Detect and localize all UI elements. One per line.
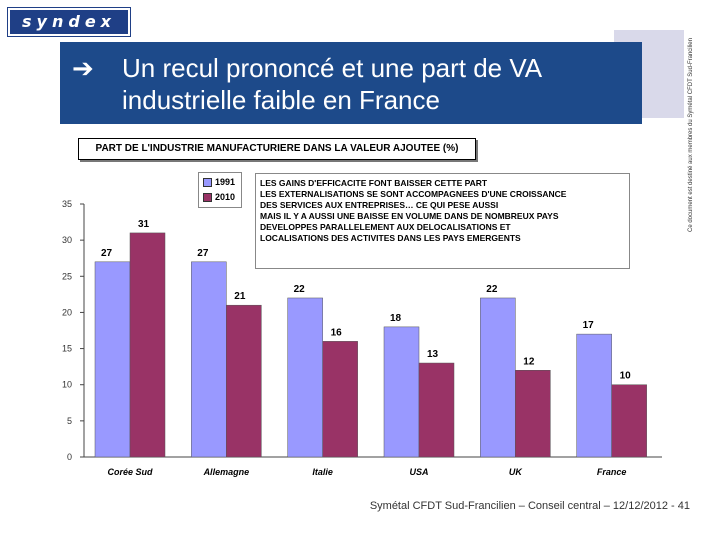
x-tick-label: Corée Sud	[107, 467, 153, 477]
legend-label: 1991	[215, 177, 236, 187]
data-label: 16	[331, 327, 343, 338]
bar-1991	[480, 297, 516, 458]
annotation-line: LES EXTERNALISATIONS SE SONT ACCOMPAGNEE…	[260, 189, 567, 199]
data-label: 31	[138, 219, 150, 230]
data-label: 12	[523, 356, 535, 367]
bar-2010	[322, 341, 358, 458]
bar-2010	[515, 370, 551, 458]
chart-legend: 1991 2010	[198, 172, 242, 208]
bar-2010	[129, 232, 166, 458]
bar-1991	[287, 297, 323, 458]
page-title: Un recul prononcé et une part de VA indu…	[122, 53, 541, 115]
x-tick-label: France	[597, 467, 627, 477]
y-tick-label: 0	[67, 452, 72, 462]
data-label: 17	[583, 320, 595, 331]
bar-1991	[94, 261, 131, 458]
bar-2010	[418, 362, 455, 458]
y-tick-label: 35	[62, 199, 72, 209]
data-label: 10	[620, 371, 632, 382]
x-tick-label: UK	[509, 467, 523, 477]
footer-text: Symétal CFDT Sud-Francilien – Conseil ce…	[369, 500, 690, 512]
annotation-line: DEVELOPPES PARALLELEMENT AUX DELOCALISAT…	[260, 222, 511, 232]
arrow-icon: ➔	[72, 54, 94, 84]
chart-title: PART DE L'INDUSTRIE MANUFACTURIERE DANS …	[78, 138, 476, 160]
bar-2010	[226, 304, 262, 458]
bar-1991	[576, 333, 612, 458]
bar-1991	[383, 326, 420, 458]
y-tick-label: 30	[62, 235, 72, 245]
legend-swatch	[203, 193, 212, 203]
data-label: 22	[486, 284, 498, 295]
data-label: 18	[390, 313, 402, 324]
legend-item-1991: 1991	[203, 176, 235, 188]
annotation-line: DES SERVICES AUX ENTREPRISES… CE QUI PES…	[260, 200, 499, 210]
y-tick-label: 25	[62, 271, 72, 281]
legend-item-2010: 2010	[203, 191, 235, 203]
y-tick-label: 20	[62, 307, 72, 317]
title-banner	[60, 42, 642, 124]
x-tick-label: Allemagne	[203, 467, 250, 477]
y-tick-label: 5	[67, 416, 72, 426]
annotation-box: LES GAINS D'EFFICACITE FONT BAISSER CETT…	[255, 173, 630, 269]
annotation-line: LES GAINS D'EFFICACITE FONT BAISSER CETT…	[260, 178, 488, 188]
legend-label: 2010	[215, 192, 236, 202]
syndex-logo: syndex	[8, 8, 130, 36]
bar-1991	[191, 261, 227, 458]
annotation-line: LOCALISATIONS DES ACTIVITES DANS LES PAY…	[260, 233, 521, 243]
y-tick-label: 10	[62, 380, 72, 390]
data-label: 22	[294, 284, 306, 295]
x-tick-label: USA	[409, 467, 428, 477]
data-label: 27	[101, 248, 113, 259]
data-label: 21	[234, 291, 246, 302]
data-label: 13	[427, 349, 439, 360]
annotation-line: MAIS IL Y A AUSSI UNE BAISSE EN VOLUME D…	[260, 211, 559, 221]
bar-2010	[611, 384, 647, 458]
legend-swatch	[203, 178, 212, 188]
data-label: 27	[197, 248, 209, 259]
x-tick-label: Italie	[312, 467, 333, 477]
y-tick-label: 15	[62, 344, 72, 354]
